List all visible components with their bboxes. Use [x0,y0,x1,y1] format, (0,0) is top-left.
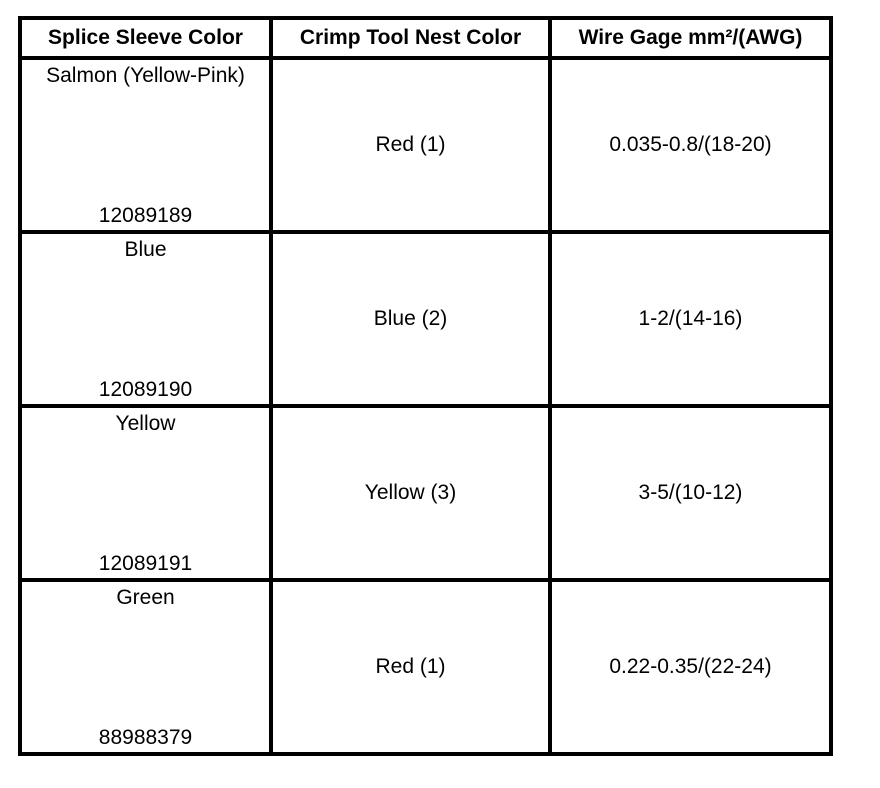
table-row: Blue 12089190 Blue (2) 1-2/(14-16) [18,230,833,408]
wire-gage: 1-2/(14-16) [548,230,833,408]
table-row: Green 88988379 Red (1) 0.22-0.35/(22-24) [18,578,833,756]
part-number: 12089190 [98,378,193,401]
header-wire-gage: Wire Gage mm²/(AWG) [548,16,833,60]
wire-gage: 0.22-0.35/(22-24) [548,578,833,756]
nest-color: Red (1) [269,56,552,234]
sleeve-color: Yellow [115,412,176,435]
header-row: Splice Sleeve Color Crimp Tool Nest Colo… [18,16,833,60]
nest-color: Red (1) [269,578,552,756]
splice-sleeve-table: Splice Sleeve Color Crimp Tool Nest Colo… [18,16,833,756]
header-splice-sleeve-color: Splice Sleeve Color [18,16,273,60]
sleeve-color: Blue [124,238,167,261]
sleeve-color: Salmon (Yellow-Pink) [46,64,245,87]
nest-color: Yellow (3) [269,404,552,582]
sleeve-cell: Salmon (Yellow-Pink) 12089189 [18,56,273,234]
table-row: Yellow 12089191 Yellow (3) 3-5/(10-12) [18,404,833,582]
sleeve-cell: Blue 12089190 [18,230,273,408]
wire-gage: 3-5/(10-12) [548,404,833,582]
part-number: 12089191 [98,552,193,575]
wire-gage: 0.035-0.8/(18-20) [548,56,833,234]
sleeve-cell: Green 88988379 [18,578,273,756]
nest-color: Blue (2) [269,230,552,408]
part-number: 12089189 [98,204,193,227]
sleeve-cell: Yellow 12089191 [18,404,273,582]
table-row: Salmon (Yellow-Pink) 12089189 Red (1) 0.… [18,56,833,234]
sleeve-color: Green [116,586,175,609]
header-crimp-tool-nest-color: Crimp Tool Nest Color [269,16,552,60]
part-number: 88988379 [98,726,193,749]
